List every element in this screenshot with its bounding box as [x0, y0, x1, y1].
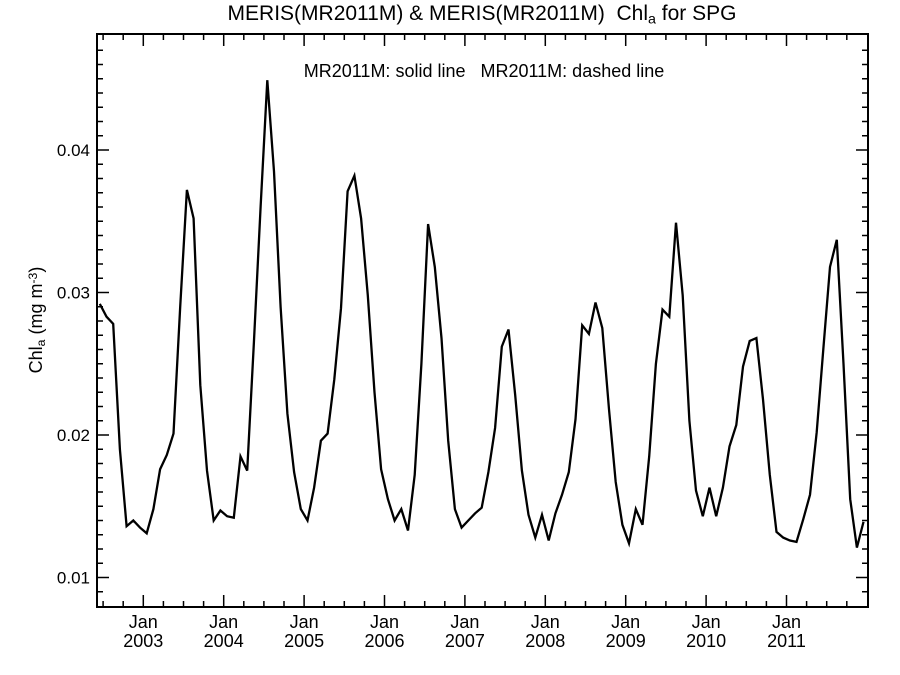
plot-frame	[96, 33, 869, 608]
y-axis-title: Chla (mg m-3)	[26, 267, 48, 374]
y-tick-label: 0.02	[57, 426, 90, 445]
y-tick-label: 0.04	[57, 141, 90, 160]
x-tick-label-month: Jan	[450, 612, 479, 632]
y-axis-title-close: )	[26, 266, 47, 273]
y-axis-title-text: Chl	[26, 346, 47, 374]
y-tick-label: 0.01	[57, 569, 90, 588]
x-tick-label-month: Jan	[370, 612, 399, 632]
x-tick-label-month: Jan	[129, 612, 158, 632]
legend: MR2011M: solid line MR2011M: dashed line	[304, 61, 665, 82]
chart-title: MERIS(MR2011M) & MERIS(MR2011M) Chla for…	[228, 2, 737, 28]
x-tick-label-month: Jan	[772, 612, 801, 632]
x-tick-label-month: Jan	[290, 612, 319, 632]
x-tick-label-month: Jan	[611, 612, 640, 632]
y-tick-labels: 0.01 0.02 0.03 0.04	[57, 141, 90, 588]
x-tick-label-month: Jan	[692, 612, 721, 632]
x-tick-label-year: 2011	[767, 631, 806, 651]
x-tick-label-year: 2004	[204, 631, 244, 651]
x-tick-label-year: 2007	[445, 631, 485, 651]
chl-timeseries-line	[98, 80, 865, 548]
y-tick-label: 0.03	[57, 284, 90, 303]
y-axis-title-units: (mg m	[26, 283, 47, 340]
x-tick-label-year: 2003	[123, 631, 163, 651]
chart-title-suffix: for SPG	[655, 2, 737, 25]
x-tick-label-year: 2008	[525, 631, 565, 651]
y-axis-title-subscript: a	[34, 339, 49, 347]
chart-title-text: MERIS(MR2011M) & MERIS(MR2011M) Chl	[227, 2, 648, 25]
y-axis-title-superscript: -3	[25, 272, 40, 284]
x-tick-label-year: 2005	[284, 631, 324, 651]
x-tick-label-year: 2010	[686, 631, 726, 651]
x-tick-label-month: Jan	[209, 612, 238, 632]
x-tick-label-month: Jan	[531, 612, 560, 632]
x-tick-label-year: 2006	[364, 631, 404, 651]
x-tick-labels: Jan2003Jan2004Jan2005Jan2006Jan2007Jan20…	[123, 612, 806, 651]
chart-title-subscript: a	[648, 11, 656, 28]
x-tick-label-year: 2009	[606, 631, 646, 651]
legend-text: MR2011M: solid line MR2011M: dashed line	[303, 61, 665, 81]
